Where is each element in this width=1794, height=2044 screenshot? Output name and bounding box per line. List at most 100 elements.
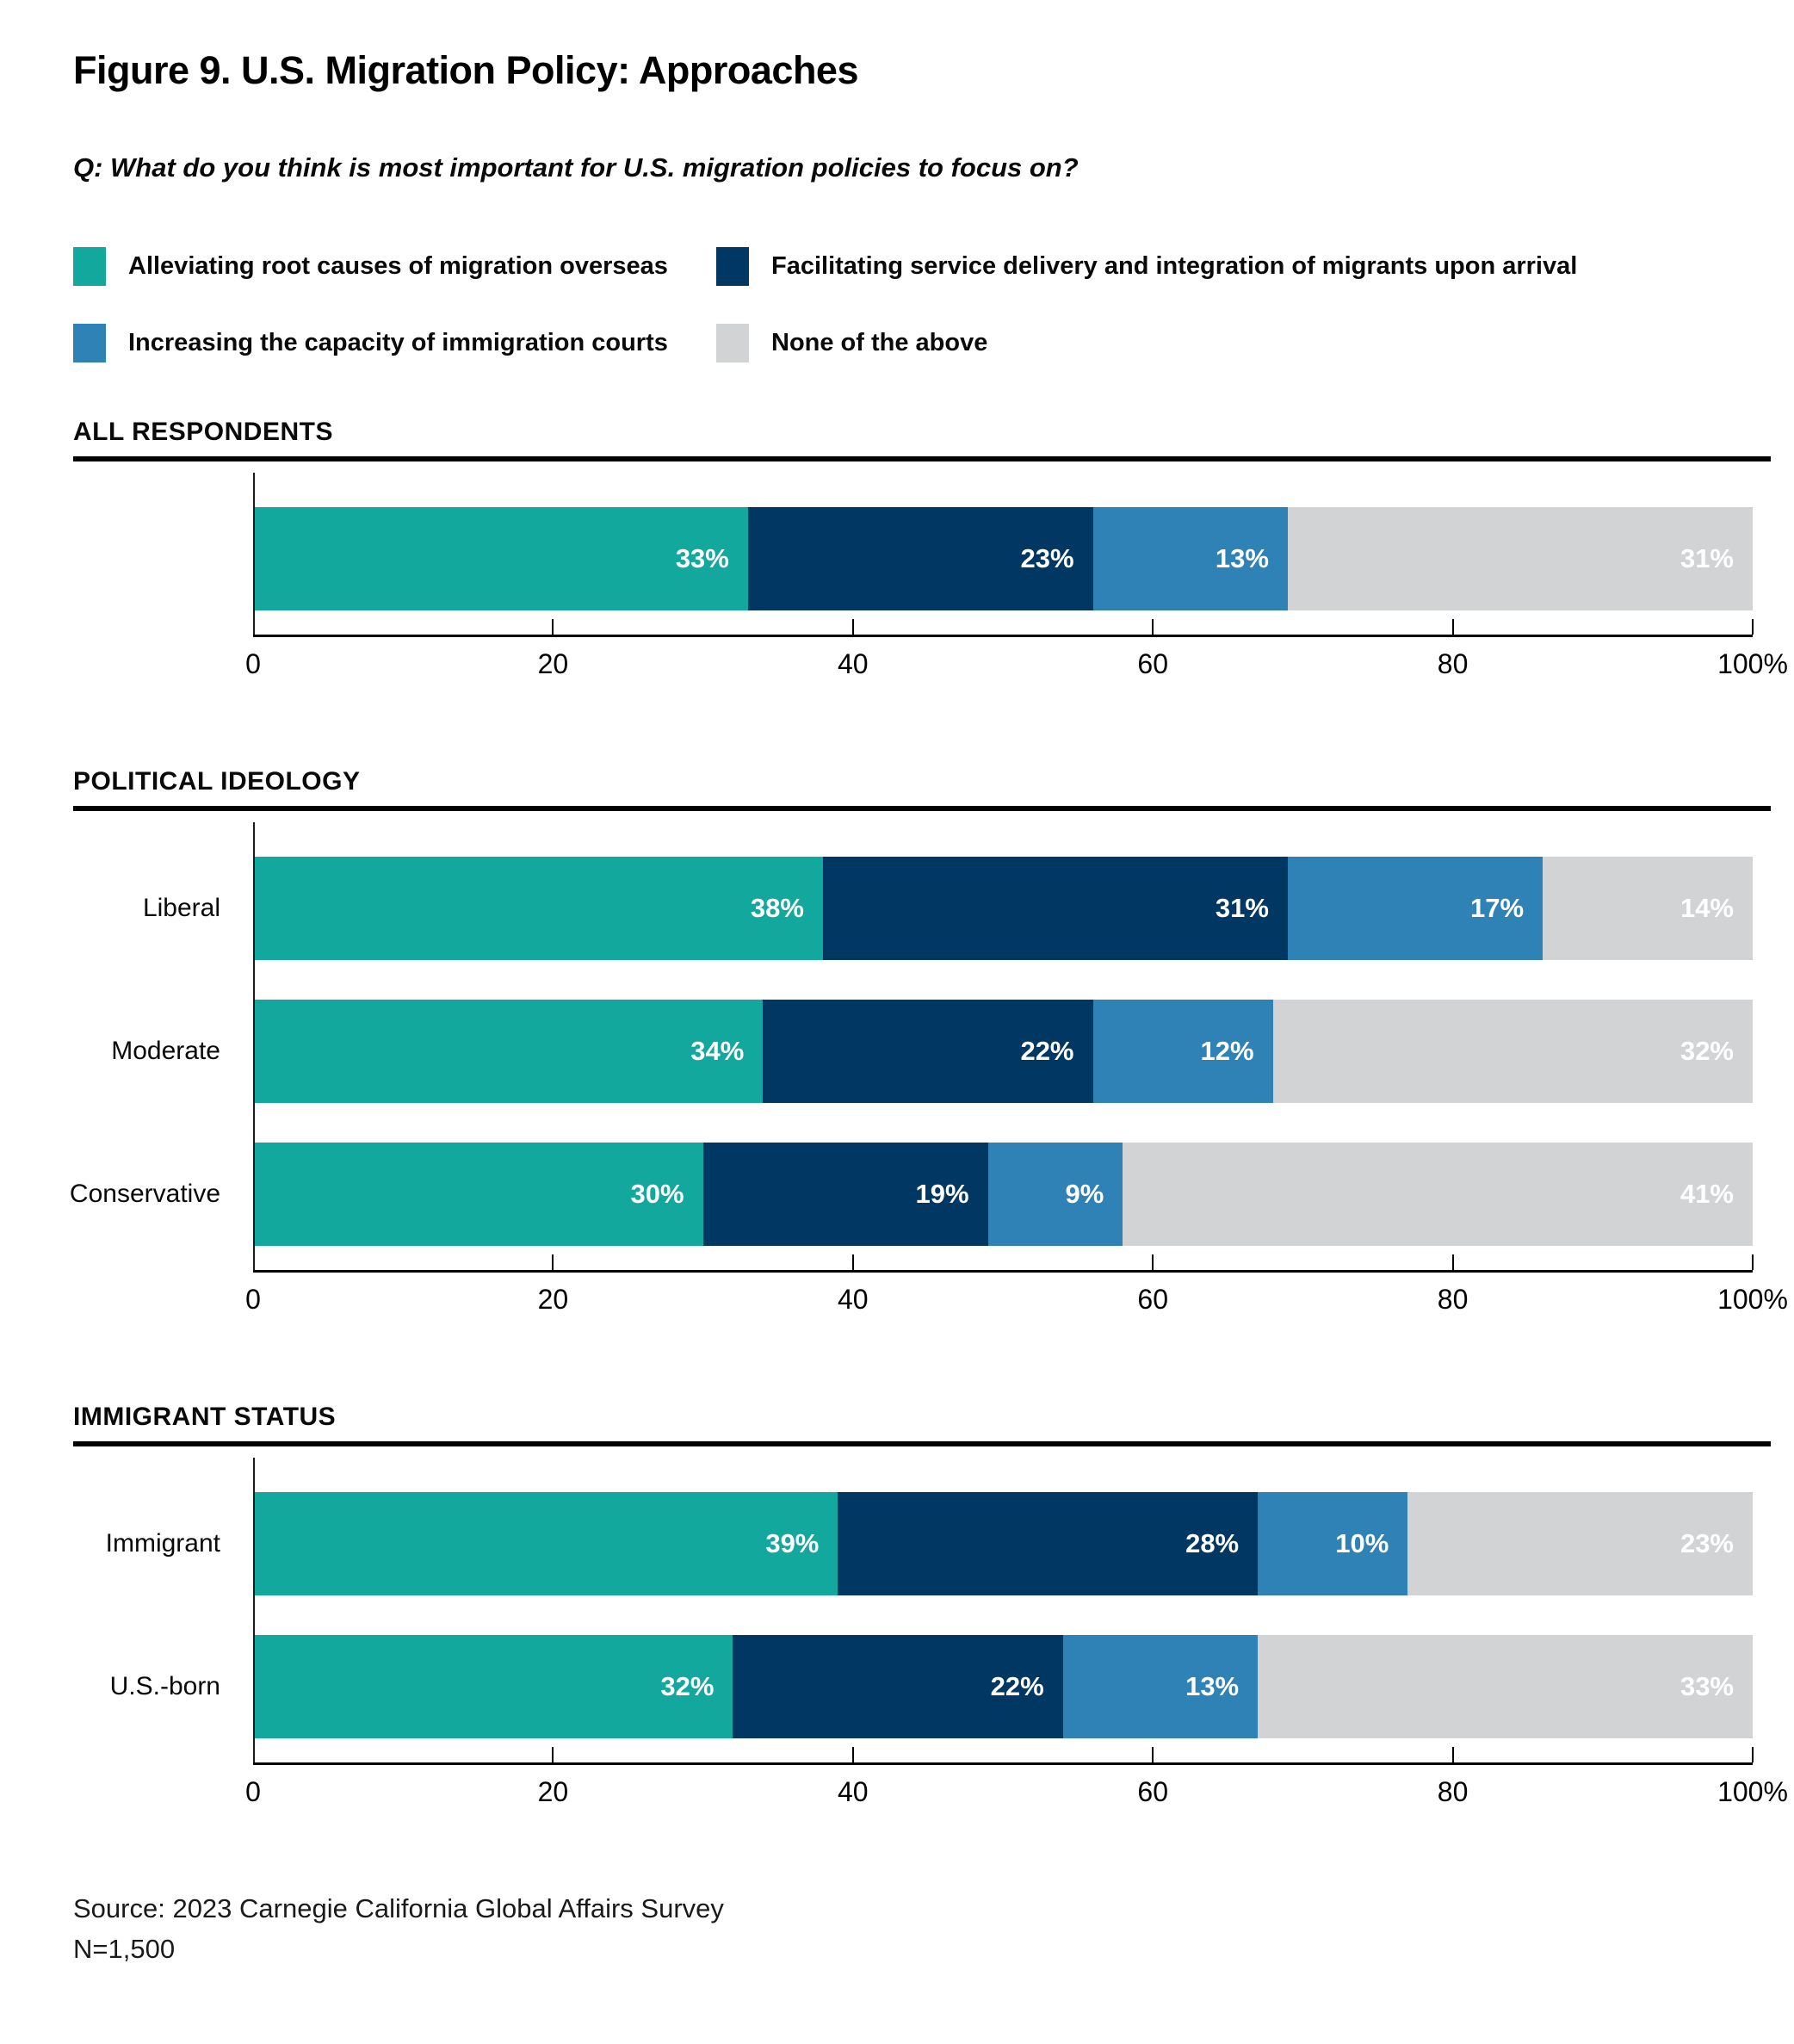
bar-segment-increasing-the-capacity-of-immigration-courts: 10%: [1258, 1492, 1408, 1596]
bar-segment-facilitating-service-delivery-and-integration-of-migrants-upon-arrival: 28%: [838, 1492, 1259, 1596]
legend-swatch-icon: [716, 247, 749, 287]
bar-segment-alleviating-root-causes-of-migration-overseas: 34%: [253, 1000, 764, 1104]
legend-item-facilitating-service-delivery-and-integration-of-migrants-upon-arrival: Facilitating service delivery and integr…: [716, 247, 1794, 287]
bar-segment-none-of-the-above: 32%: [1272, 1000, 1753, 1104]
bar-rows: 33% 23% 13% 31%: [0, 507, 1794, 611]
stacked-bar-moderate: 34% 22% 12% 32%: [253, 1000, 1753, 1104]
x-axis: 0 20 40 60 80 100%: [245, 1747, 1788, 1840]
x-axis-tick: [1451, 1254, 1454, 1271]
segment-value-label: 13%: [1185, 1671, 1240, 1702]
stacked-bar-conservative: 30% 19% 9% 41%: [253, 1143, 1753, 1247]
legend: Alleviating root causes of migration ove…: [73, 247, 1794, 363]
section-political-ideology: POLITICAL IDEOLOGY Liberal 38% 31% 17% 14% Mod…: [0, 767, 1794, 1347]
section-rule: [73, 456, 1771, 462]
stacked-bar-all: 33% 23% 13% 31%: [253, 507, 1753, 611]
bar-row-all: 33% 23% 13% 31%: [0, 507, 1753, 611]
segment-value-label: 19%: [915, 1179, 969, 1210]
bar-segment-alleviating-root-causes-of-migration-overseas: 32%: [253, 1635, 733, 1739]
x-axis-tick-label: 20: [537, 648, 569, 680]
bar-row-liberal: Liberal 38% 31% 17% 14%: [0, 857, 1753, 961]
segment-value-label: 41%: [1680, 1179, 1734, 1210]
x-axis-tick-label: 0: [245, 1776, 261, 1808]
segment-value-label: 32%: [660, 1671, 715, 1702]
x-axis-tick-label: 20: [537, 1776, 569, 1808]
x-axis-tick: [1152, 619, 1154, 635]
chart-sections: ALL RESPONDENTS 33% 23% 13% 31% 0 20 40 60 80 100%…: [0, 418, 1794, 1840]
section-title: ALL RESPONDENTS: [73, 418, 333, 447]
bar-segment-alleviating-root-causes-of-migration-overseas: 39%: [253, 1492, 838, 1596]
bar-segment-none-of-the-above: 41%: [1123, 1143, 1753, 1247]
x-axis-tick: [552, 1254, 554, 1271]
section-title: POLITICAL IDEOLOGY: [73, 767, 361, 796]
segment-value-label: 34%: [690, 1036, 745, 1067]
x-axis-tick: [1451, 1747, 1454, 1763]
segment-value-label: 39%: [765, 1528, 820, 1559]
segment-value-label: 13%: [1215, 543, 1269, 574]
x-axis-tick: [1752, 1254, 1754, 1271]
segment-value-label: 17%: [1470, 893, 1525, 924]
x-axis-tick: [1752, 1747, 1754, 1763]
bar-segment-alleviating-root-causes-of-migration-overseas: 33%: [253, 507, 748, 611]
x-axis-tick-label: 100%: [1717, 648, 1788, 680]
bar-segment-facilitating-service-delivery-and-integration-of-migrants-upon-arrival: 22%: [763, 1000, 1093, 1104]
x-axis-tick-label: 40: [838, 648, 869, 680]
bar-rows: Immigrant 39% 28% 10% 23% U.S.-born 32% 22% 13% 3…: [0, 1492, 1794, 1739]
bar-segment-none-of-the-above: 33%: [1258, 1635, 1753, 1739]
segment-value-label: 22%: [1020, 1036, 1074, 1067]
source-note: Source: 2023 Carnegie California Global …: [73, 1893, 724, 1924]
bar-row-conservative: Conservative 30% 19% 9% 41%: [0, 1143, 1753, 1247]
bar-segment-alleviating-root-causes-of-migration-overseas: 38%: [253, 857, 823, 961]
x-axis-tick: [552, 1747, 554, 1763]
x-axis-tick: [851, 619, 854, 635]
segment-value-label: 33%: [675, 543, 729, 574]
bar-row-moderate: Moderate 34% 22% 12% 32%: [0, 1000, 1753, 1104]
x-axis: 0 20 40 60 80 100%: [245, 619, 1788, 712]
x-axis-tick: [1752, 619, 1754, 635]
legend-swatch-icon: [716, 324, 749, 363]
section-rule: [73, 806, 1771, 812]
bar-segment-increasing-the-capacity-of-immigration-courts: 17%: [1287, 857, 1543, 961]
x-axis-tick: [552, 619, 554, 635]
segment-value-label: 22%: [990, 1671, 1044, 1702]
x-axis-line: [253, 1762, 1753, 1766]
chart-plot: Liberal 38% 31% 17% 14% Moderate 34% 22% 12% 32% C…: [0, 811, 1794, 1347]
segment-value-label: 32%: [1680, 1036, 1734, 1067]
x-axis-tick-label: 0: [245, 1284, 261, 1316]
figure-title: Figure 9. U.S. Migration Policy: Approac…: [73, 48, 859, 92]
bar-segment-facilitating-service-delivery-and-integration-of-migrants-upon-arrival: 19%: [702, 1143, 988, 1247]
chart-plot: Immigrant 39% 28% 10% 23% U.S.-born 32% 22% 13% 3…: [0, 1446, 1794, 1840]
stacked-bar-liberal: 38% 31% 17% 14%: [253, 857, 1753, 961]
legend-item-label: Alleviating root causes of migration ove…: [128, 251, 668, 280]
x-axis-tick: [1451, 619, 1454, 635]
segment-value-label: 14%: [1680, 893, 1734, 924]
category-label: Liberal: [142, 894, 220, 923]
bar-segment-increasing-the-capacity-of-immigration-courts: 13%: [1092, 507, 1288, 611]
category-label: Conservative: [69, 1180, 220, 1209]
stacked-bar-immigrant: 39% 28% 10% 23%: [253, 1492, 1753, 1596]
x-axis-tick-label: 60: [1137, 648, 1168, 680]
legend-item-label: None of the above: [771, 328, 988, 356]
stacked-bar-u-s-born: 32% 22% 13% 33%: [253, 1635, 1753, 1739]
bar-segment-none-of-the-above: 31%: [1287, 507, 1753, 611]
segment-value-label: 38%: [750, 893, 804, 924]
category-label: Moderate: [111, 1037, 220, 1066]
x-axis-tick-label: 0: [245, 648, 261, 680]
x-axis-tick-label: 80: [1437, 1776, 1469, 1808]
bar-segment-facilitating-service-delivery-and-integration-of-migrants-upon-arrival: 31%: [822, 857, 1288, 961]
x-axis-tick: [1152, 1254, 1154, 1271]
bar-segment-none-of-the-above: 23%: [1407, 1492, 1753, 1596]
x-axis-tick-label: 40: [838, 1776, 869, 1808]
bar-segment-increasing-the-capacity-of-immigration-courts: 12%: [1092, 1000, 1273, 1104]
bar-segment-none-of-the-above: 14%: [1543, 857, 1753, 961]
bar-segment-increasing-the-capacity-of-immigration-courts: 9%: [987, 1143, 1123, 1247]
chart-plot: 33% 23% 13% 31% 0 20 40 60 80 100%: [0, 461, 1794, 712]
segment-value-label: 23%: [1680, 1528, 1734, 1559]
bar-rows: Liberal 38% 31% 17% 14% Moderate 34% 22% 12% 32% C…: [0, 857, 1794, 1247]
y-axis-line: [253, 473, 255, 638]
survey-question: Q: What do you think is most important f…: [73, 152, 1079, 183]
category-label: U.S.-born: [109, 1672, 220, 1701]
y-axis-line: [253, 1458, 255, 1766]
legend-item-alleviating-root-causes-of-migration-overseas: Alleviating root causes of migration ove…: [73, 247, 716, 287]
segment-value-label: 33%: [1680, 1671, 1734, 1702]
